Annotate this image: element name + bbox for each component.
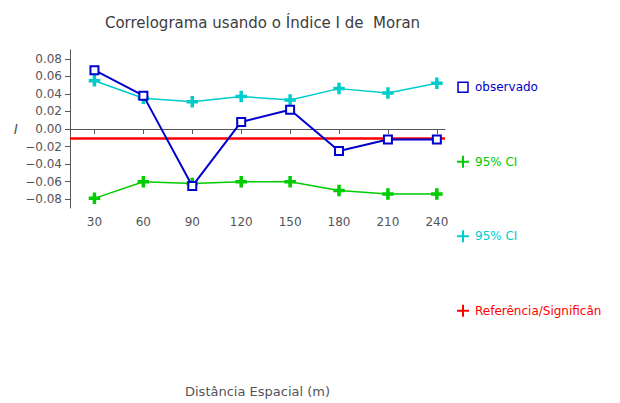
svg-text:240: 240 [425, 215, 448, 229]
svg-text:I: I [14, 121, 18, 137]
svg-text:Distância Espacial (m): Distância Espacial (m) [185, 384, 330, 399]
svg-text:0.00: 0.00 [35, 122, 62, 136]
svg-text:95% CI: 95% CI [475, 229, 517, 243]
svg-text:150: 150 [279, 215, 302, 229]
svg-text:0.08: 0.08 [35, 52, 62, 66]
svg-text:Correlograma usando o Índice I: Correlograma usando o Índice I de Moran [105, 13, 420, 32]
svg-text:−0.02: −0.02 [25, 140, 62, 154]
svg-text:−0.08: −0.08 [25, 192, 62, 206]
svg-text:95% CI: 95% CI [475, 155, 517, 169]
svg-text:0.06: 0.06 [35, 69, 62, 83]
svg-text:210: 210 [376, 215, 399, 229]
svg-text:0.04: 0.04 [35, 87, 62, 101]
svg-text:180: 180 [328, 215, 351, 229]
svg-text:90: 90 [185, 215, 200, 229]
svg-text:observado: observado [475, 80, 538, 94]
svg-text:Referência/Significân: Referência/Significân [475, 304, 601, 318]
svg-text:0.02: 0.02 [35, 104, 62, 118]
svg-text:−0.04: −0.04 [25, 157, 62, 171]
svg-text:120: 120 [230, 215, 253, 229]
svg-text:−0.06: −0.06 [25, 175, 62, 189]
svg-text:60: 60 [136, 215, 151, 229]
svg-text:30: 30 [87, 215, 102, 229]
